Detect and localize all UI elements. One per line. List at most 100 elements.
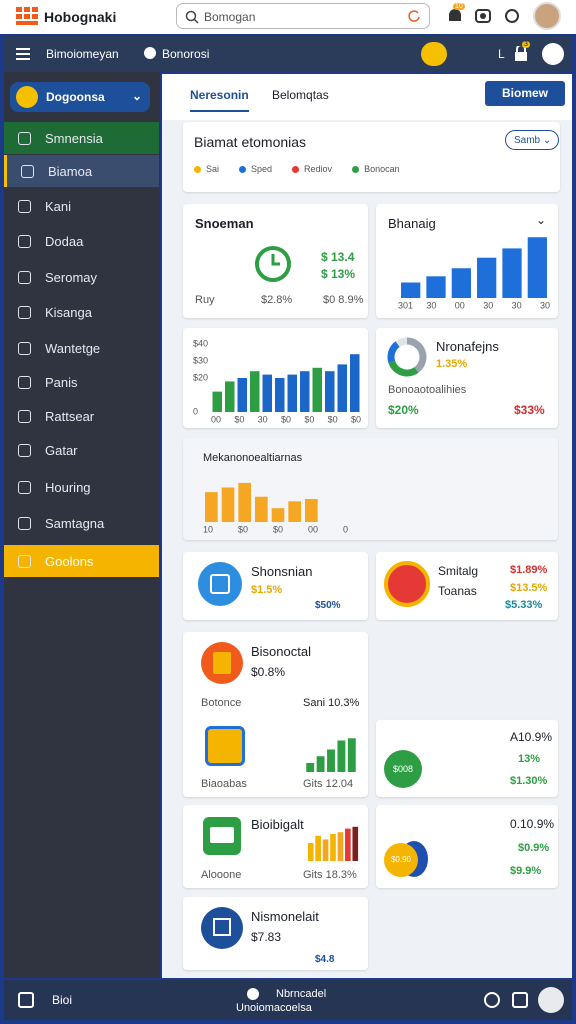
sidebar-icon [18, 270, 31, 284]
sidebar-item[interactable]: Rattsear [4, 400, 159, 432]
card-value: $13.5% [510, 582, 548, 594]
legend-item: Rediov [292, 164, 332, 174]
row-label: Botonce [201, 697, 242, 709]
stat-card: Shonsnian $1.5% $50% [183, 552, 368, 620]
footer-value: $2.8% [261, 294, 293, 306]
legend-label: Rediov [304, 164, 333, 174]
y-tick-label: 0 [193, 406, 198, 416]
donut-segment [388, 360, 419, 377]
sidebar-item[interactable]: Panis [4, 366, 159, 398]
bar [237, 378, 247, 412]
sidebar-item[interactable]: Houring [4, 471, 159, 503]
bar-chart: 301 30 00 30 30 30 [398, 237, 550, 310]
stat-card: Smitalg Toanas $1.89% $13.5% $5.33% [376, 552, 558, 620]
range-select[interactable]: Samb ⌄ [505, 130, 559, 150]
bottom-bar: Bioi Nbrncadel Unoiomacoelsa [4, 980, 572, 1020]
avatar[interactable] [533, 2, 561, 30]
menu-label: Bimoiomeyan [46, 47, 119, 61]
bottom-icon[interactable] [512, 992, 528, 1008]
card-subtitle: Toanas [438, 584, 477, 598]
bar [288, 501, 301, 522]
sidebar-item[interactable]: Kani [4, 190, 159, 222]
sidebar-item[interactable]: Goolons [4, 545, 159, 577]
bottom-icon[interactable] [538, 987, 564, 1013]
y-tick-label: $20 [193, 372, 208, 382]
bar [312, 367, 322, 412]
sidebar-icon [21, 164, 34, 178]
bar [300, 371, 310, 412]
sidebar-label: Seromay [45, 269, 98, 285]
nav-bar: Bimoiomeyan Bonorosi L 3 [4, 36, 572, 72]
bottom-center-icon [247, 988, 259, 1000]
legend-swatch [352, 165, 360, 173]
sidebar-item[interactable]: Kisanga [4, 296, 159, 328]
bar [322, 839, 329, 861]
x-tick-label: 00 [308, 524, 318, 534]
section-label[interactable]: Bonorosi [162, 47, 210, 61]
card-value: $7.83 [251, 930, 282, 944]
bottom-icon[interactable] [18, 992, 34, 1008]
card-badge: $008 [384, 750, 422, 788]
bar [337, 740, 346, 772]
chart-card: Bioibigalt Alooone Gits 18.3% [183, 805, 368, 888]
footer-label: Ruy [195, 294, 215, 306]
chat-icon[interactable] [503, 7, 521, 25]
legend-item: Bonocan [352, 164, 400, 174]
donut-segment [406, 337, 427, 373]
x-tick-label: $0 [238, 524, 248, 534]
bar [250, 371, 260, 412]
x-tick-label: 00 [211, 414, 221, 424]
card-badge: $4.8 [315, 954, 335, 965]
user-button[interactable] [542, 43, 564, 65]
lock-icon[interactable] [514, 46, 528, 62]
bottom-icon[interactable] [484, 992, 500, 1008]
footer-value: Gits 18.3% [303, 869, 357, 881]
stat-value: $ 13.4 [321, 250, 355, 264]
sidebar-icon [18, 443, 31, 457]
bottom-subtitle: Unoiomacoelsa [236, 1002, 312, 1014]
negative-value: $33% [514, 403, 545, 417]
card-title: Snoeman [195, 216, 254, 231]
sidebar-label: Goolons [45, 553, 94, 569]
sidebar-item[interactable]: Seromay [4, 261, 159, 293]
bar-chart: 10 $0 $0 00 0 [203, 482, 348, 534]
search-box[interactable]: Bomogan [176, 3, 430, 29]
sidebar-item[interactable]: Gatar [4, 434, 159, 466]
tab[interactable]: Belomqtas [272, 88, 329, 102]
user-initial[interactable]: L [498, 47, 505, 61]
bar [275, 378, 285, 412]
sidebar-icon [18, 516, 31, 530]
card-badge: $50% [315, 600, 341, 611]
sidebar-item[interactable]: Dodaa [4, 225, 159, 257]
sidebar-label: Rattsear [45, 408, 95, 424]
bar [352, 826, 359, 861]
tab[interactable]: Neresonin [190, 88, 249, 112]
tab-bar: Neresonin Belomqtas Biomew [162, 74, 572, 120]
card-subtitle: Alooone [201, 869, 242, 881]
stat-card: Nismonelait $7.83 $4.8 [183, 897, 368, 970]
nav-badge: 3 [522, 41, 530, 48]
card-value: $1.30% [510, 775, 548, 787]
camera-icon[interactable] [474, 7, 492, 25]
footer-value: $0 8.9% [323, 294, 364, 306]
primary-button[interactable]: Biomew [485, 81, 565, 106]
card-value: $0.9% [518, 842, 550, 854]
bottom-left-label[interactable]: Bioi [52, 993, 73, 1007]
bell-icon[interactable] [446, 6, 466, 26]
menu-icon[interactable] [16, 48, 32, 60]
notification-badge: 10 [453, 3, 465, 10]
positive-value: $20% [388, 403, 419, 417]
sidebar-label: Dodaa [45, 233, 84, 249]
stat-card: 0.10.9% $0.9% $9.9% $0.90 [376, 805, 558, 888]
sidebar-label: Houring [45, 479, 91, 495]
sidebar-item[interactable]: Smnensia [4, 122, 159, 154]
legend-swatch [194, 165, 201, 173]
sidebar-item[interactable]: Wantetge [4, 332, 159, 364]
card-caret[interactable]: ⌄ [536, 213, 547, 227]
theme-button[interactable] [421, 42, 447, 66]
bar [330, 834, 336, 861]
sidebar-item[interactable]: Biamoa [4, 155, 159, 187]
sidebar-dropdown[interactable]: Dogoonsa ⌄ [10, 82, 150, 112]
card-value: 13% [518, 753, 541, 765]
sidebar-item[interactable]: Samtagna [4, 507, 159, 539]
